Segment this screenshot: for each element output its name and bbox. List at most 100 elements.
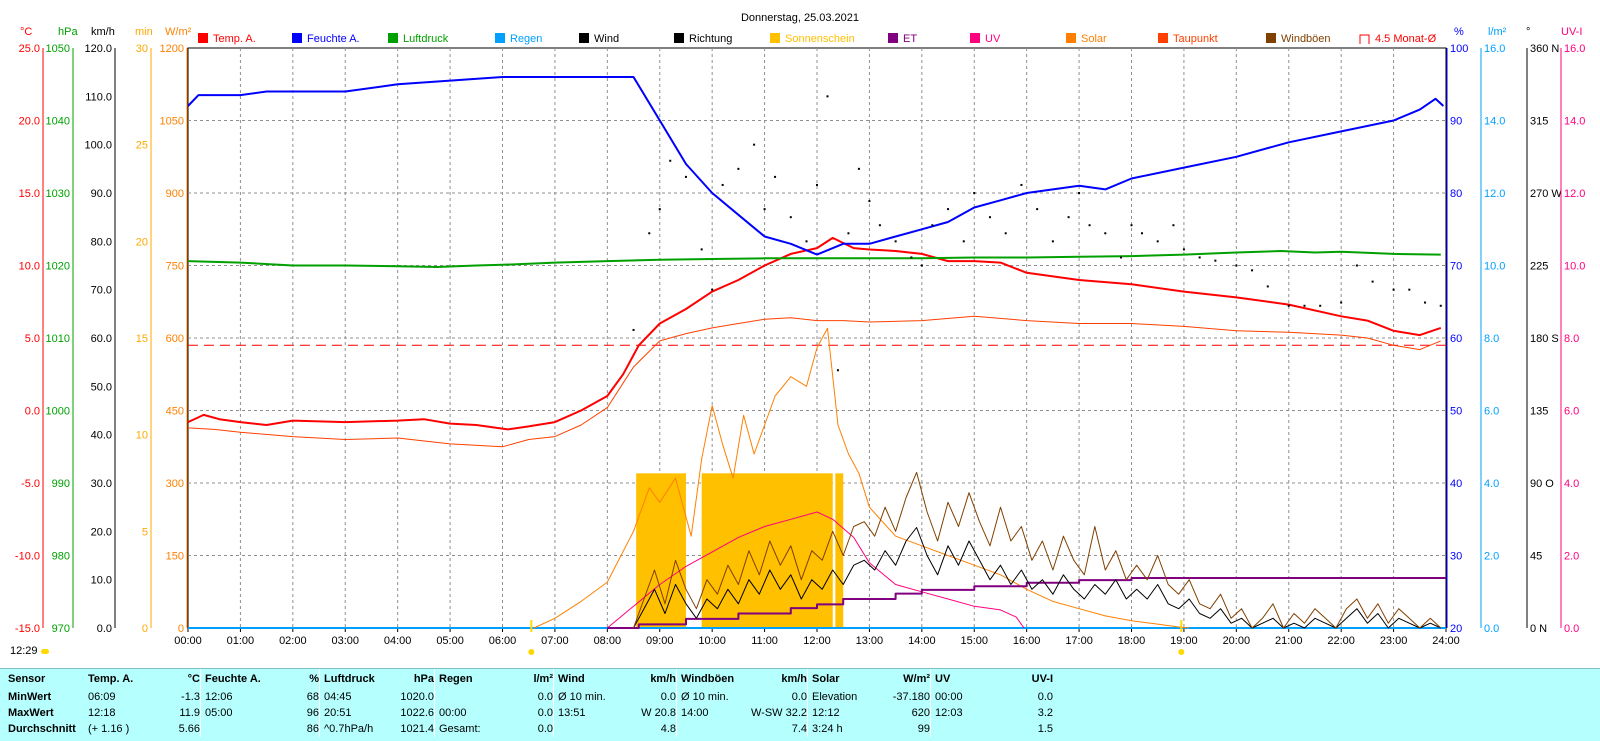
- axis-unit-uvi: UV-I: [1561, 26, 1582, 38]
- legend-swatch: [388, 33, 398, 43]
- stats-cell: 68: [306, 691, 319, 703]
- direction-dot: [1004, 232, 1007, 235]
- axis-tick-label-temp: -5.0: [21, 478, 40, 490]
- stats-header-temp-unit: °C: [187, 673, 200, 685]
- axis-tick-label-kmh: 70.0: [91, 285, 112, 297]
- stats-header-hum: Feuchte A.: [200, 669, 273, 689]
- stats-cell: 00:00: [930, 689, 998, 705]
- direction-dot: [1078, 192, 1081, 194]
- stats-cell: 86: [306, 723, 319, 735]
- legend-swatch: [1066, 33, 1076, 43]
- axis-tick-label-kmh: 100.0: [84, 140, 112, 152]
- direction-dot: [1172, 224, 1175, 227]
- axis-tick-label-pct: 100: [1450, 43, 1468, 55]
- axis-tick-label-min: 0: [142, 623, 148, 635]
- axis-tick-label-wm2: 1200: [160, 43, 184, 55]
- legend-swatch: [674, 33, 684, 43]
- axis-unit-lm2: l/m²: [1488, 26, 1507, 38]
- axis-tick-label-temp: 15.0: [19, 188, 40, 200]
- series-line: [533, 327, 1190, 629]
- legend: Temp. A. Feuchte A. Luftdruck Regen Wind Rich…: [198, 33, 1437, 45]
- x-tick-label: 02:00: [279, 635, 307, 647]
- stats-cell: -37.180: [892, 691, 931, 703]
- stats-cell: 1.5: [1037, 723, 1054, 735]
- direction-dot: [816, 183, 818, 186]
- axis-tick-label-deg: 225: [1530, 261, 1548, 273]
- stats-cell: 7.4: [791, 723, 808, 735]
- axis-tick-label-min: 20: [136, 236, 148, 248]
- series-line: [187, 315, 1441, 448]
- direction-dot: [847, 232, 850, 235]
- axis-tick-label-deg: 0 N: [1530, 623, 1547, 635]
- x-tick-label: 15:00: [960, 635, 988, 647]
- direction-dot: [1251, 269, 1254, 272]
- stats-cell: 12:12: [807, 705, 875, 721]
- direction-dot: [737, 167, 740, 170]
- x-tick-label: 03:00: [331, 635, 359, 647]
- sun-marker-dot: [528, 649, 535, 655]
- axes: 00:00 01:00 02:00 03:00 04:00 05:00 06:00 07:00…: [15, 26, 1586, 647]
- x-tick-label: 20:00: [1223, 635, 1251, 647]
- direction-dot: [931, 224, 934, 227]
- legend-swatch: [888, 33, 898, 43]
- axis-tick-label-uvi: 0.0: [1564, 623, 1579, 635]
- stats-header-press-unit: hPa: [413, 673, 434, 685]
- axis-tick-label-hpa: 1050: [46, 43, 70, 55]
- axis-tick-label-pct: 80: [1450, 188, 1462, 200]
- direction-dot: [836, 369, 839, 372]
- direction-dot: [1424, 301, 1427, 304]
- x-tick-label: 22:00: [1327, 635, 1355, 647]
- axis-tick-label-uvi: 14.0: [1564, 116, 1585, 128]
- series-line: [607, 577, 1446, 629]
- axis-tick-label-lm2: 2.0: [1484, 551, 1499, 563]
- axis-tick-label-min: 25: [136, 140, 148, 152]
- x-tick-label: 17:00: [1065, 635, 1093, 647]
- legend-swatch: [198, 33, 208, 43]
- legend-swatch: [1266, 33, 1276, 43]
- legend-swatch: [770, 33, 780, 43]
- axis-tick-label-uvi: 2.0: [1564, 551, 1579, 563]
- direction-dot: [894, 240, 897, 243]
- axis-tick-label-pct: 40: [1450, 478, 1462, 490]
- stats-row-label: Durchschnitt: [8, 723, 76, 735]
- stats-cell: 0.0: [1037, 691, 1054, 703]
- direction-dot: [1439, 304, 1442, 307]
- stats-cell: 12:03: [930, 705, 998, 721]
- axis-tick-label-hpa: 1010: [46, 333, 70, 345]
- axis-tick-label-lm2: 8.0: [1484, 333, 1499, 345]
- direction-dot: [857, 167, 860, 170]
- x-tick-label: 01:00: [227, 635, 255, 647]
- axis-tick-label-wm2: 300: [166, 478, 184, 490]
- axis-tick-label-kmh: 10.0: [91, 575, 112, 587]
- axis-tick-label-pct: 50: [1450, 406, 1462, 418]
- stats-header-press: Luftdruck: [319, 669, 386, 689]
- x-tick-label: 16:00: [1013, 635, 1041, 647]
- x-tick-label: 14:00: [908, 635, 936, 647]
- axis-tick-label-kmh: 80.0: [91, 236, 112, 248]
- legend-label: Windböen: [1281, 33, 1331, 45]
- axis-tick-label-wm2: 0: [178, 623, 184, 635]
- legend-label: Solar: [1081, 33, 1107, 45]
- axis-tick-label-wm2: 750: [166, 261, 184, 273]
- stats-cell: 0.0: [537, 691, 553, 703]
- axis-tick-label-uvi: 10.0: [1564, 261, 1585, 273]
- axis-tick-label-temp: 10.0: [19, 261, 40, 273]
- axis-tick-label-uvi: 8.0: [1564, 333, 1579, 345]
- direction-dot: [1340, 301, 1343, 304]
- stats-cell: 1020.0: [400, 691, 434, 703]
- direction-dot: [1392, 288, 1395, 291]
- stats-cell: 04:45: [319, 689, 386, 705]
- stats-cell: 0.0: [537, 723, 553, 735]
- axis-unit-min: min: [135, 26, 153, 38]
- direction-dot: [1182, 248, 1185, 251]
- x-tick-label: 24:00: [1432, 635, 1460, 647]
- stats-cell: -1.3: [181, 691, 200, 703]
- direction-dot: [1140, 232, 1143, 235]
- direction-dot: [658, 208, 661, 211]
- stats-row-avg: Durchschnitt (+ 1.16 ) 5.66 86 ^0.7hPa/h…: [0, 721, 1053, 737]
- stats-cell: [200, 721, 273, 737]
- axis-tick-label-wm2: 600: [166, 333, 184, 345]
- direction-dot: [1303, 304, 1306, 307]
- legend-label: Wind: [594, 33, 619, 45]
- x-tick-label: 00:00: [174, 635, 202, 647]
